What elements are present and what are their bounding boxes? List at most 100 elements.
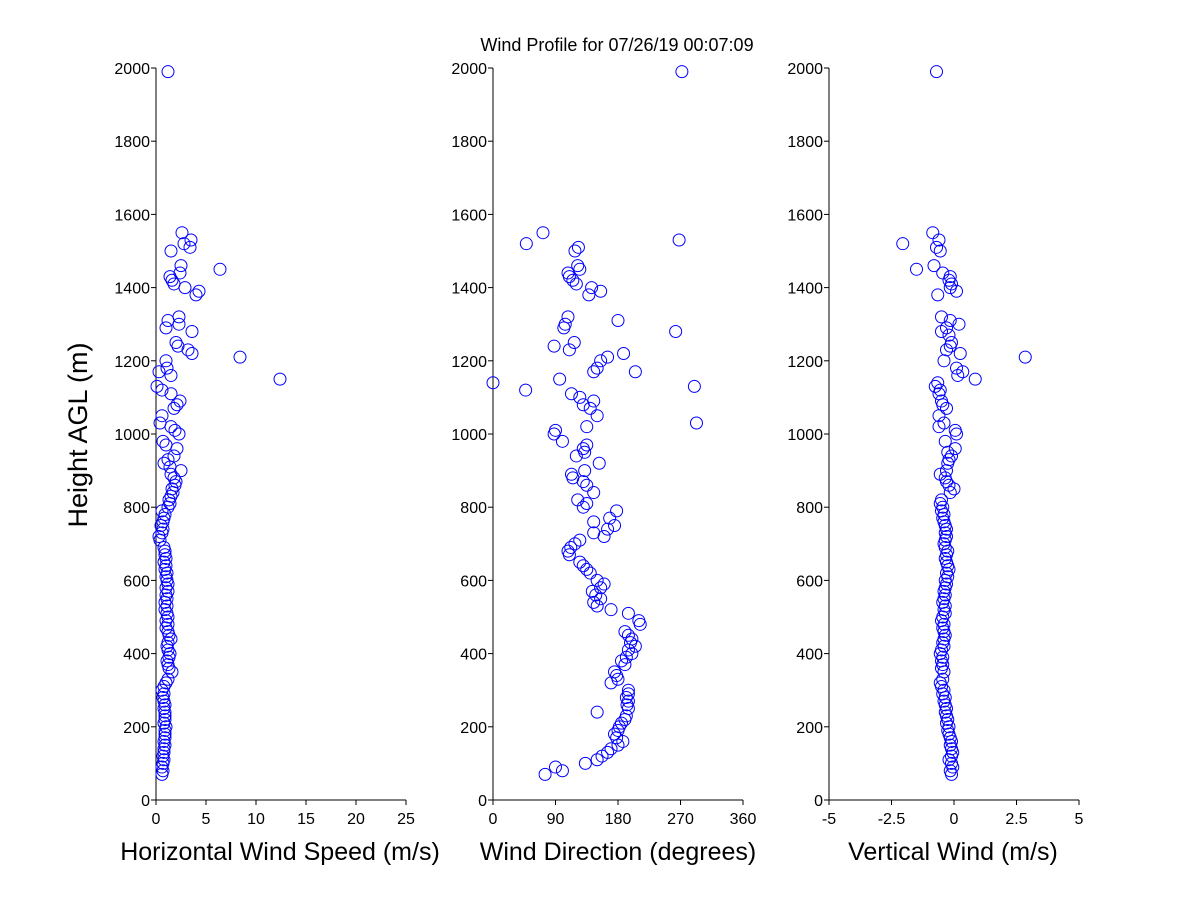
data-point — [555, 764, 569, 778]
data-point — [938, 434, 952, 448]
y-tick-label: 0 — [814, 793, 823, 810]
data-point — [175, 226, 189, 240]
data-point — [185, 346, 199, 360]
data-point — [931, 288, 945, 302]
x-tick-label: 270 — [667, 811, 694, 828]
data-point — [165, 482, 179, 496]
data-point — [159, 588, 173, 602]
data-point — [590, 753, 604, 767]
data-point — [192, 284, 206, 298]
data-point — [169, 475, 183, 489]
data-point — [587, 526, 601, 540]
data-point — [943, 314, 957, 328]
data-point — [158, 731, 172, 745]
data-point — [165, 665, 179, 679]
data-point — [580, 420, 594, 434]
data-point — [561, 266, 575, 280]
figure-title: Wind Profile for 07/26/19 00:07:09 — [480, 35, 753, 55]
data-point — [573, 533, 587, 547]
data-point — [928, 379, 942, 393]
data-point — [157, 745, 171, 759]
x-tick-label: 0 — [489, 811, 498, 828]
data-point — [571, 259, 585, 273]
data-point — [930, 240, 943, 254]
data-point — [590, 599, 604, 613]
data-point — [610, 504, 624, 518]
data-point — [948, 423, 962, 437]
data-point — [233, 350, 247, 364]
y-axis-title: Height AGL (m) — [63, 342, 93, 527]
data-point — [160, 361, 174, 375]
data-point — [625, 647, 639, 661]
data-point — [555, 434, 569, 448]
x-tick-label: 360 — [730, 811, 757, 828]
data-point — [943, 270, 957, 284]
data-point — [931, 376, 945, 390]
data-point — [610, 669, 624, 683]
data-point — [936, 266, 950, 280]
data-point — [604, 742, 618, 756]
data-point — [927, 259, 941, 273]
data-point — [519, 383, 533, 397]
y-tick-label: 1400 — [787, 281, 823, 298]
data-point — [573, 555, 587, 569]
data-point — [564, 540, 578, 554]
y-tick-label: 1600 — [114, 207, 150, 224]
data-point — [935, 310, 948, 324]
data-point — [168, 423, 182, 437]
data-point — [585, 584, 599, 598]
data-point — [159, 354, 173, 368]
data-point — [157, 687, 171, 701]
y-tick-label: 2000 — [114, 61, 150, 78]
data-point — [177, 237, 191, 251]
data-point — [549, 423, 562, 437]
data-point — [956, 365, 970, 379]
x-tick-label: 15 — [297, 811, 315, 828]
data-point — [945, 756, 958, 770]
data-point — [170, 398, 184, 412]
data-point — [549, 760, 562, 774]
y-tick-label: 0 — [141, 793, 150, 810]
data-point — [160, 599, 174, 613]
data-point — [940, 401, 953, 415]
data-point — [569, 449, 583, 463]
data-point — [603, 511, 617, 525]
data-point — [608, 665, 622, 679]
data-point — [617, 346, 631, 360]
data-point — [950, 284, 963, 298]
data-point — [608, 727, 622, 741]
data-point — [618, 625, 632, 639]
data-point — [152, 529, 166, 543]
data-point — [950, 361, 963, 375]
y-tick-label: 400 — [796, 647, 823, 664]
data-point — [174, 259, 188, 273]
data-point — [159, 614, 173, 628]
data-point — [940, 343, 953, 357]
y-tick-label: 1000 — [451, 427, 487, 444]
data-point — [621, 628, 635, 642]
data-point — [273, 372, 287, 386]
data-point — [189, 288, 203, 302]
y-tick-label: 800 — [796, 500, 823, 517]
data-point — [158, 709, 172, 723]
data-point — [567, 336, 581, 349]
data-point — [597, 577, 611, 591]
data-point — [936, 500, 950, 514]
data-point — [167, 277, 181, 291]
data-point — [159, 559, 173, 573]
data-point — [164, 467, 178, 481]
data-point — [943, 764, 957, 778]
data-point — [159, 621, 173, 635]
data-point — [587, 365, 601, 379]
y-tick-label: 1200 — [451, 354, 487, 371]
x-axis-label-wind-direction: Wind Direction (degrees) — [480, 838, 757, 866]
data-point — [935, 394, 948, 408]
y-tick-label: 1000 — [787, 427, 823, 444]
data-point — [669, 325, 683, 339]
data-point — [587, 486, 601, 500]
data-point — [614, 654, 628, 668]
data-point — [573, 390, 587, 404]
data-point — [157, 456, 171, 470]
data-point — [1018, 350, 1032, 364]
